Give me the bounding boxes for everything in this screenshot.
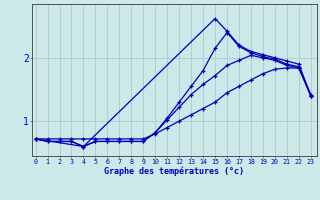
- X-axis label: Graphe des températures (°c): Graphe des températures (°c): [104, 166, 244, 176]
